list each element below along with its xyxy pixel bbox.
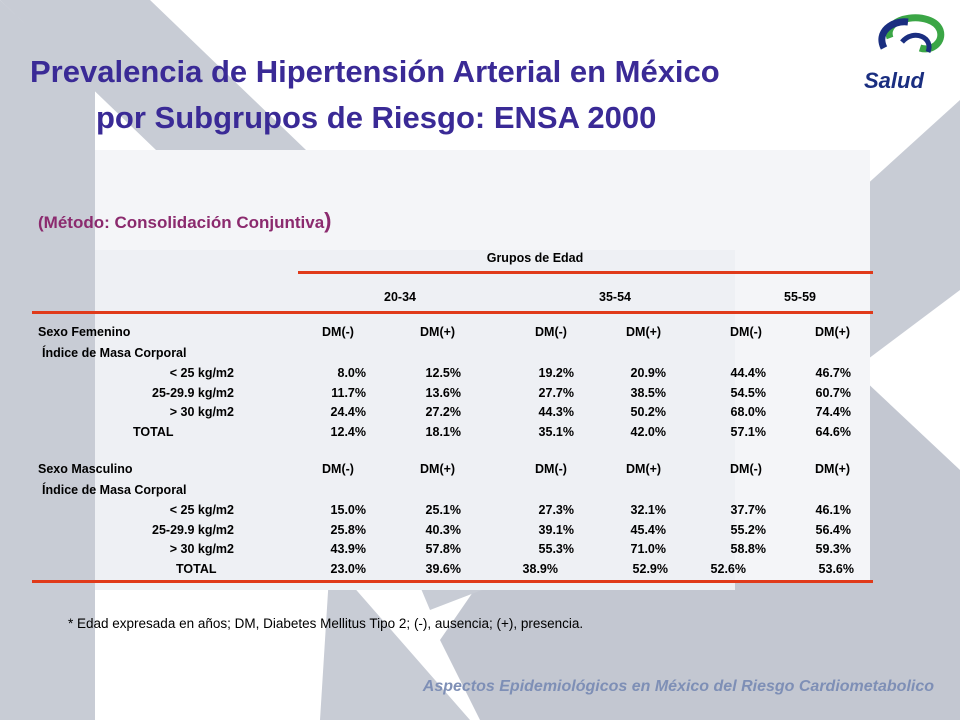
- table-cell: 24.4%: [330, 405, 366, 419]
- dm-column-label: DM(-): [730, 462, 762, 476]
- table-cell: 43.9%: [330, 542, 366, 556]
- table-bottom-rule: [32, 580, 873, 583]
- table-cell: 11.7%: [331, 385, 366, 400]
- table-cell: 13.6%: [425, 385, 461, 400]
- table-cell: 45.4%: [630, 522, 666, 537]
- page-title-line1: Prevalencia de Hipertensión Arterial en …: [30, 54, 720, 89]
- header-bottom-rule: [32, 311, 873, 314]
- table-cell: 46.7%: [815, 366, 851, 380]
- table-cell: 39.1%: [538, 522, 574, 537]
- table-cell: 57.8%: [425, 542, 461, 556]
- table-cell: 52.9%: [632, 561, 668, 576]
- table-cell: 32.1%: [630, 503, 666, 517]
- row-label: < 25 kg/m2: [169, 503, 234, 517]
- dm-column-label: DM(+): [420, 462, 456, 476]
- dm-column-label: DM(-): [535, 325, 567, 339]
- age-group-header: Grupos de Edad: [486, 251, 584, 265]
- table-cell: 12.5%: [425, 366, 461, 380]
- dm-column-label: DM(-): [730, 325, 762, 339]
- section-label: Sexo Masculino: [38, 462, 133, 476]
- dm-column-label: DM(-): [322, 325, 354, 339]
- dm-column-label: DM(+): [815, 325, 851, 339]
- table-cell: 25.1%: [425, 503, 461, 517]
- table-cell: 71.0%: [630, 542, 666, 556]
- table-cell: 27.3%: [538, 503, 574, 517]
- table-cell: 38.9%: [522, 561, 558, 576]
- table-cell: 27.7%: [538, 385, 574, 400]
- table-cell: 35.1%: [538, 424, 574, 439]
- table-cell: 68.0%: [730, 405, 766, 419]
- section-label: Sexo Femenino: [38, 325, 131, 339]
- table-cell: 60.7%: [815, 385, 851, 400]
- row-label: 25-29.9 kg/m2: [152, 522, 234, 537]
- row-label: > 30 kg/m2: [169, 542, 234, 556]
- dm-column-label: DM(+): [815, 462, 851, 476]
- table-cell: 54.5%: [730, 385, 766, 400]
- table-cell: 20.9%: [630, 366, 666, 380]
- header-rule: [298, 271, 873, 274]
- dm-column-label: DM(-): [322, 462, 354, 476]
- row-label: < 25 kg/m2: [169, 366, 234, 380]
- table-cell: 42.0%: [630, 424, 666, 439]
- table-cell: 74.4%: [815, 405, 851, 419]
- table-cell: 19.2%: [538, 366, 574, 380]
- dm-column-label: DM(+): [626, 325, 662, 339]
- table-cell: 53.6%: [818, 561, 854, 576]
- table-cell: 55.2%: [730, 522, 766, 537]
- table-cell: 44.3%: [538, 405, 574, 419]
- age-group-label: 20-34: [384, 290, 416, 304]
- table-cell: 56.4%: [815, 522, 851, 537]
- dm-column-label: DM(+): [626, 462, 662, 476]
- table-cell: 18.1%: [425, 424, 461, 439]
- row-label: TOTAL: [133, 424, 174, 439]
- table-cell: 37.7%: [730, 503, 766, 517]
- row-label: > 30 kg/m2: [169, 405, 234, 419]
- table-cell: 38.5%: [630, 385, 666, 400]
- row-label: 25-29.9 kg/m2: [152, 385, 234, 400]
- table-cell: 55.3%: [538, 542, 574, 556]
- table-cell: 44.4%: [730, 366, 766, 380]
- footnote: * Edad expresada en años; DM, Diabetes M…: [68, 616, 584, 631]
- table-cell: 27.2%: [425, 405, 461, 419]
- table-cell: 59.3%: [815, 542, 851, 556]
- footer-caption: Aspectos Epidemiológicos en México del R…: [422, 678, 934, 695]
- table-cell: 58.8%: [730, 542, 766, 556]
- age-group-label: 35-54: [599, 290, 631, 304]
- table-cell: 40.3%: [425, 522, 461, 537]
- table-cell: 57.1%: [730, 424, 766, 439]
- section-sublabel: Índice de Masa Corporal: [42, 483, 187, 497]
- table-cell: 64.6%: [815, 424, 851, 439]
- section-sublabel: Índice de Masa Corporal: [42, 346, 187, 360]
- method-subtitle: (Método: Consolidación Conjuntiva): [38, 208, 332, 233]
- table-cell: 46.1%: [815, 503, 851, 517]
- table-cell: 52.6%: [710, 561, 746, 576]
- table-cell: 50.2%: [630, 405, 666, 419]
- table-cell: 12.4%: [330, 424, 366, 439]
- logo-text: Salud: [864, 68, 924, 93]
- table-cell: 39.6%: [425, 561, 461, 576]
- dm-column-label: DM(-): [535, 462, 567, 476]
- salud-logo: Salud: [864, 14, 945, 93]
- table-cell: 23.0%: [330, 561, 366, 576]
- age-group-label: 55-59: [784, 290, 816, 304]
- table-cell: 8.0%: [337, 366, 367, 380]
- table-cell: 15.0%: [330, 503, 366, 517]
- page-title-line2: por Subgrupos de Riesgo: ENSA 2000: [96, 100, 657, 135]
- table-cell: 25.8%: [330, 522, 366, 537]
- dm-column-label: DM(+): [420, 325, 456, 339]
- row-label: TOTAL: [176, 561, 217, 576]
